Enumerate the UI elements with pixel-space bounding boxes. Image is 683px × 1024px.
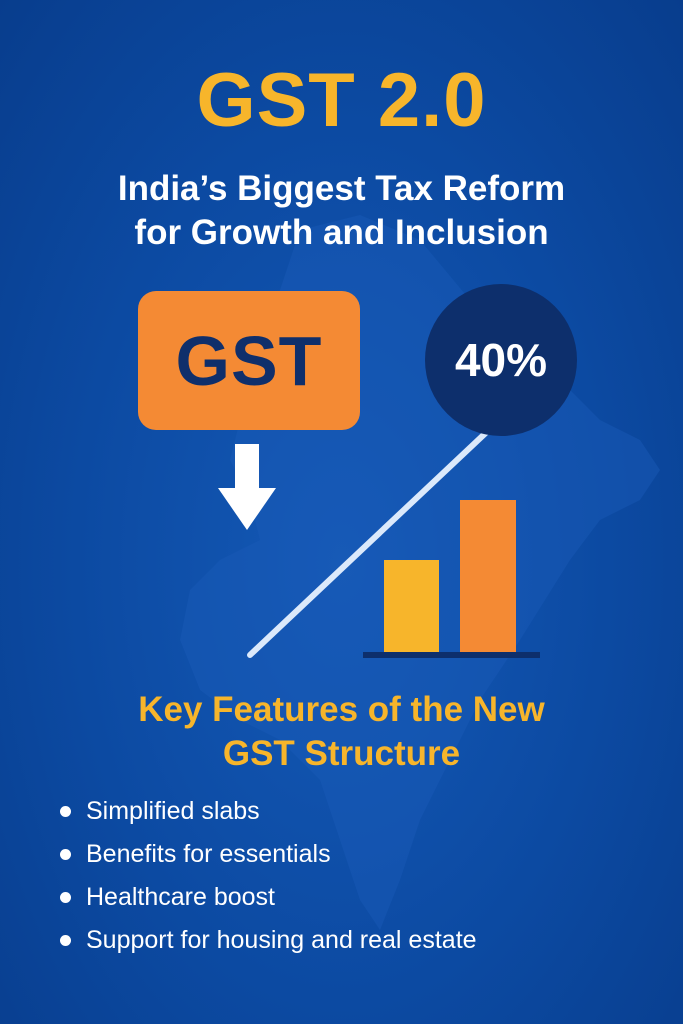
- subtitle-line-1: India’s Biggest Tax Reform: [117, 169, 566, 208]
- features-heading: Key Features of the New GST Structure: [0, 688, 683, 776]
- percent-badge: 40%: [425, 284, 577, 436]
- gst-badge: GST: [138, 291, 360, 430]
- bullet-icon: [60, 849, 71, 860]
- features-heading-line-1: Key Features of the New: [138, 690, 545, 729]
- features-list: Simplified slabs Benefits for essentials…: [60, 790, 477, 962]
- page-title: GST 2.0: [196, 58, 487, 143]
- page-subtitle: India’s Biggest Tax Reform for Growth an…: [0, 167, 683, 255]
- bullet-icon: [60, 935, 71, 946]
- subtitle-line-2: for Growth and Inclusion: [134, 213, 549, 252]
- feature-label: Healthcare boost: [86, 883, 276, 911]
- arrow-down-icon: [218, 444, 276, 530]
- bar-chart-baseline: [363, 652, 540, 658]
- feature-label: Benefits for essentials: [86, 840, 331, 868]
- gst-badge-label: GST: [175, 321, 323, 400]
- list-item: Simplified slabs: [60, 790, 477, 833]
- list-item: Support for housing and real estate: [60, 919, 477, 962]
- bar-chart-icon: [363, 500, 540, 658]
- feature-label: Simplified slabs: [86, 797, 260, 825]
- bar-tall: [460, 500, 516, 653]
- bar-short: [384, 560, 439, 653]
- bullet-icon: [60, 892, 71, 903]
- percent-badge-label: 40%: [454, 334, 548, 386]
- list-item: Healthcare boost: [60, 876, 477, 919]
- features-heading-line-2: GST Structure: [222, 734, 461, 773]
- feature-label: Support for housing and real estate: [86, 926, 477, 954]
- list-item: Benefits for essentials: [60, 833, 477, 876]
- bullet-icon: [60, 806, 71, 817]
